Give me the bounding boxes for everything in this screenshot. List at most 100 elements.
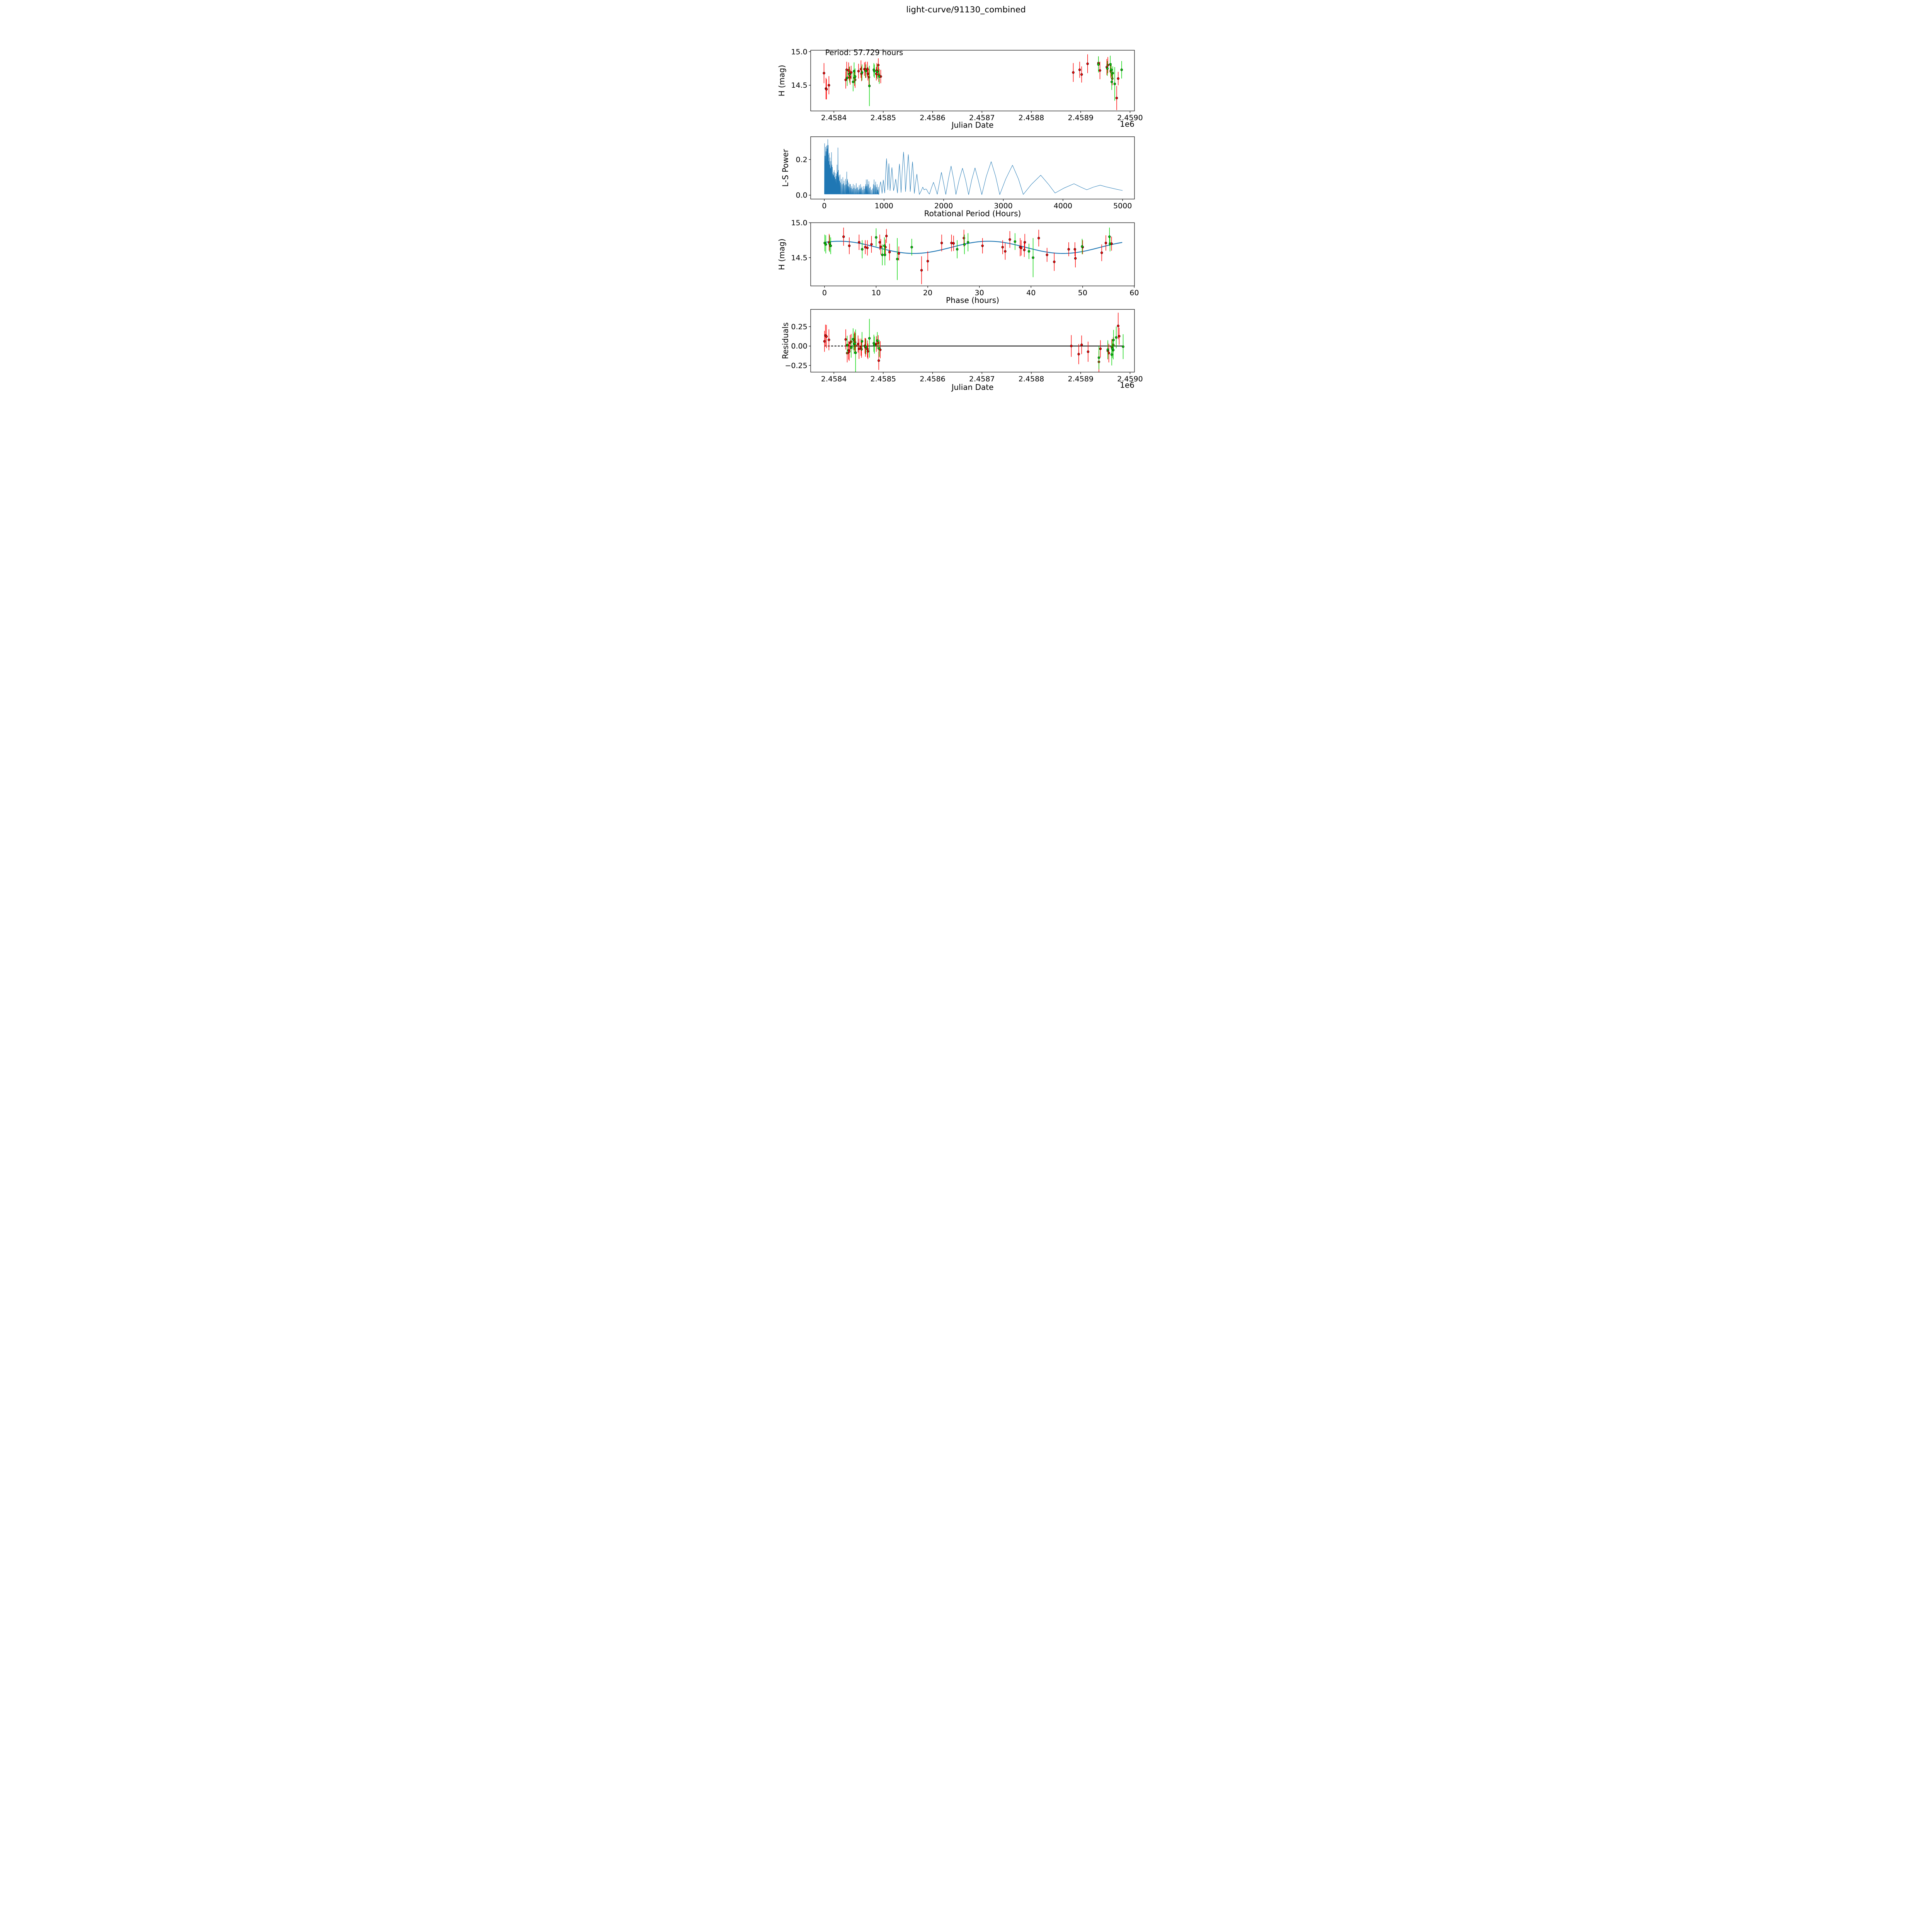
- sp2-xlabel: Rotational Period (Hours): [924, 209, 1021, 218]
- data-point: [1073, 248, 1077, 251]
- x-tick-label: 10: [871, 289, 881, 297]
- data-point: [850, 71, 852, 74]
- data-point: [850, 346, 852, 349]
- data-point: [873, 70, 876, 73]
- data-point: [857, 70, 860, 73]
- axes-frame: [810, 309, 1135, 372]
- data-point: [1122, 345, 1124, 348]
- data-point: [868, 337, 871, 340]
- data-point: [1112, 349, 1115, 352]
- data-point: [861, 71, 864, 74]
- data-point: [857, 343, 859, 345]
- y-tick-label: 15.0: [791, 48, 807, 56]
- y-tick-label: −0.25: [785, 361, 807, 370]
- data-point: [1027, 250, 1031, 253]
- x-tick-label: 60: [1129, 289, 1139, 297]
- x-tick-label: 20: [923, 289, 932, 297]
- sp1-xlabel: Julian Date: [951, 120, 994, 129]
- data-point: [1099, 347, 1102, 350]
- data-point: [876, 70, 879, 73]
- x-tick-label: 50: [1078, 289, 1087, 297]
- x-tick-label: 2.4586: [920, 114, 945, 122]
- data-point: [1113, 82, 1116, 85]
- data-point: [848, 73, 851, 76]
- sp1-ylabel: H (mag): [777, 65, 786, 96]
- data-point: [854, 75, 857, 78]
- sp1-offset-text: 1e6: [1120, 119, 1134, 129]
- green-error-bars: [847, 56, 1122, 106]
- data-point: [864, 345, 867, 348]
- subplot-phase-curve: 0 10 20 30 40 50 60 14.5 15.0: [791, 219, 1139, 297]
- data-point: [864, 70, 867, 73]
- data-point: [868, 85, 871, 87]
- x-tick-label: 1000: [875, 202, 893, 210]
- data-point: [910, 246, 913, 248]
- data-point: [1081, 245, 1083, 248]
- data-point: [853, 70, 855, 73]
- data-point: [898, 252, 900, 255]
- green-markers: [846, 336, 1124, 359]
- red-markers: [828, 235, 1113, 272]
- x-tick-label: 40: [1026, 289, 1036, 297]
- data-point: [861, 248, 864, 251]
- data-point: [1117, 77, 1120, 80]
- data-point: [881, 253, 884, 256]
- data-point: [1067, 248, 1070, 251]
- data-point: [1078, 68, 1081, 71]
- data-point: [1014, 240, 1017, 243]
- data-point: [1072, 71, 1075, 74]
- data-point: [1117, 325, 1120, 327]
- data-point: [825, 335, 828, 338]
- data-point: [848, 350, 850, 353]
- periodogram-line: [824, 139, 1123, 195]
- x-tick-label: 2.4587: [969, 114, 995, 122]
- y-tick-label: 14.5: [791, 253, 807, 262]
- data-point: [1070, 345, 1073, 347]
- data-point: [846, 77, 849, 79]
- data-point: [854, 351, 857, 354]
- x-tick-label: 2.4590: [1117, 114, 1143, 122]
- x-tick-label: 2.4585: [871, 375, 896, 383]
- data-point: [1109, 63, 1112, 66]
- data-point: [878, 75, 881, 78]
- data-point: [1024, 241, 1026, 244]
- data-point: [875, 236, 878, 239]
- data-point: [824, 243, 827, 246]
- data-point: [879, 245, 882, 248]
- data-point: [1106, 67, 1109, 70]
- red-error-bars: [829, 228, 1112, 284]
- sp2-ylabel: L-S Power: [781, 149, 790, 187]
- data-point: [828, 338, 830, 341]
- data-point: [876, 339, 879, 342]
- sp4-xlabel: Julian Date: [951, 383, 994, 392]
- data-point: [1046, 253, 1048, 256]
- data-point: [1023, 248, 1026, 252]
- axes-frame: [810, 50, 1135, 111]
- x-tick-label: 2.4584: [821, 375, 847, 383]
- data-area: [823, 228, 1122, 284]
- data-point: [828, 242, 831, 245]
- subplot-jd-lightcurve: 2.4584 2.4585 2.4586 2.4587 2.4588 2.4589 2.45…: [791, 48, 1143, 122]
- data-point: [1110, 68, 1113, 71]
- x-tick-label: 0: [822, 202, 827, 210]
- x-tick-label: 0: [822, 289, 827, 297]
- data-point: [846, 344, 849, 347]
- data-point: [1077, 353, 1080, 355]
- x-tick-label: 2.4585: [871, 114, 896, 122]
- data-point: [1108, 235, 1111, 238]
- data-point: [1120, 68, 1123, 71]
- axes-frame: [810, 222, 1135, 286]
- data-point: [952, 242, 955, 245]
- x-tick-label: 2.4586: [920, 375, 945, 383]
- y-tick-label: 0.00: [791, 342, 807, 350]
- x-tick-label: 2.4590: [1117, 375, 1143, 383]
- data-point: [1009, 238, 1011, 241]
- data-point: [823, 72, 825, 75]
- data-point: [861, 340, 864, 343]
- data-point: [823, 340, 826, 343]
- data-point: [1106, 348, 1109, 351]
- data-point: [1100, 251, 1103, 254]
- data-point: [829, 244, 832, 247]
- data-point: [926, 260, 929, 263]
- data-point: [878, 359, 880, 362]
